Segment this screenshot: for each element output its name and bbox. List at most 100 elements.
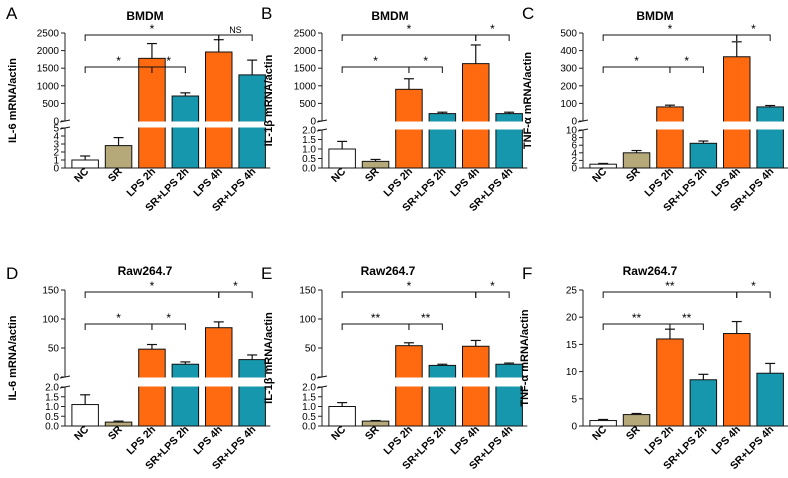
y-tick-label: 6 bbox=[571, 141, 577, 152]
y-tick-label: 100 bbox=[42, 315, 59, 326]
significance-label: * bbox=[373, 54, 378, 68]
significance-bracket bbox=[736, 34, 771, 41]
panel-letter: A bbox=[6, 4, 18, 23]
y-axis-label: TNF-α mRNA/actin bbox=[519, 309, 531, 406]
significance-label: * bbox=[407, 279, 412, 293]
significance-label: * bbox=[668, 22, 673, 36]
bar-lps-4h bbox=[205, 327, 233, 427]
bar-nc bbox=[328, 148, 356, 169]
y-tick-label: 3 bbox=[53, 140, 59, 151]
y-tick-label: 2500 bbox=[294, 29, 317, 40]
bar-sr-lps-4h bbox=[238, 74, 266, 169]
axis-break bbox=[316, 121, 530, 130]
y-tick-label: 0 bbox=[53, 164, 59, 175]
significance-bracket bbox=[408, 66, 443, 73]
y-tick-label: 0.0 bbox=[302, 164, 316, 175]
significance-bracket bbox=[218, 291, 253, 298]
axis-break bbox=[59, 121, 273, 128]
bar-sr-lps-4h bbox=[495, 363, 523, 427]
y-tick-label: 10 bbox=[566, 126, 578, 137]
significance-label: * bbox=[407, 22, 412, 36]
significance-label: * bbox=[490, 22, 495, 36]
y-tick-label: 2.0 bbox=[302, 383, 316, 394]
y-tick-label: 2.0 bbox=[302, 126, 316, 137]
panel-letter: F bbox=[522, 264, 532, 283]
y-tick-label: 1000 bbox=[294, 81, 317, 92]
y-tick-label: 4 bbox=[571, 148, 577, 159]
y-tick-label: 200 bbox=[560, 81, 577, 92]
panel-title: BMDM bbox=[636, 9, 673, 23]
bar-lps-4h bbox=[723, 56, 751, 169]
y-axis-label: IL-6 mRNA/actin bbox=[7, 58, 19, 143]
bar-sr-lps-2h bbox=[171, 363, 200, 427]
axis-break bbox=[577, 121, 788, 130]
significance-label: * bbox=[116, 54, 121, 68]
y-tick-label: 0 bbox=[53, 373, 59, 384]
significance-label: * bbox=[634, 54, 639, 68]
y-axis-label: IL-1β mRNA/actin bbox=[263, 54, 275, 146]
bar-sr bbox=[622, 414, 651, 427]
y-tick-label: 1000 bbox=[37, 81, 60, 92]
y-tick-label: 150 bbox=[42, 286, 59, 297]
break-mark bbox=[316, 385, 328, 389]
y-tick-label: 0.0 bbox=[302, 422, 316, 433]
bar-lps-4h bbox=[723, 333, 751, 427]
axis-break bbox=[59, 377, 273, 387]
y-tick-label: 1.0 bbox=[302, 402, 316, 413]
bar-sr bbox=[361, 160, 390, 169]
panel-letter: D bbox=[6, 264, 18, 283]
y-tick-label: 8 bbox=[571, 133, 577, 144]
break-mark bbox=[316, 119, 328, 123]
y-tick-label: 1.5 bbox=[45, 392, 59, 403]
panel-title: Raw264.7 bbox=[361, 264, 416, 278]
y-tick-label: 500 bbox=[42, 99, 59, 110]
break-mark bbox=[577, 119, 589, 123]
significance-label: * bbox=[150, 22, 155, 36]
significance-label: ** bbox=[682, 311, 692, 325]
bar-lps-2h bbox=[138, 57, 166, 169]
y-tick-label: 400 bbox=[560, 46, 577, 57]
panel-title: BMDM bbox=[126, 9, 163, 23]
y-tick-label: 0 bbox=[571, 422, 577, 433]
y-tick-label: 0 bbox=[571, 117, 577, 128]
panel-letter: E bbox=[261, 264, 272, 283]
y-tick-label: 100 bbox=[299, 315, 316, 326]
break-mark bbox=[59, 375, 71, 379]
y-tick-label: 50 bbox=[305, 344, 317, 355]
break-mark bbox=[316, 128, 328, 132]
bar-sr-lps-2h bbox=[428, 364, 457, 427]
y-tick-label: 0.5 bbox=[302, 154, 316, 165]
y-tick-label: 4 bbox=[53, 132, 59, 143]
y-tick-label: 0.0 bbox=[45, 422, 59, 433]
panel-title: Raw264.7 bbox=[118, 264, 173, 278]
y-axis-label: IL-6 mRNA/actin bbox=[7, 315, 19, 400]
bar-sr bbox=[104, 145, 133, 169]
significance-label: * bbox=[166, 54, 171, 68]
significance-label: * bbox=[233, 279, 238, 293]
y-tick-label: 1.0 bbox=[45, 402, 59, 413]
panel-letter: C bbox=[522, 4, 534, 23]
y-tick-label: 0 bbox=[571, 164, 577, 175]
bar-sr-lps-4h bbox=[756, 372, 784, 427]
break-mark bbox=[577, 128, 589, 132]
bar-sr bbox=[361, 420, 390, 427]
axis-break bbox=[316, 377, 530, 387]
significance-label: ** bbox=[421, 311, 431, 325]
bar-lps-2h bbox=[656, 106, 684, 169]
bar-lps-2h bbox=[138, 348, 166, 427]
y-tick-label: 0 bbox=[53, 117, 59, 128]
significance-bracket bbox=[475, 291, 510, 298]
y-tick-label: 10 bbox=[566, 367, 578, 378]
panel-b: B BMDM 0.00.51.01.52.00 500 1000 1500 2000 2500… bbox=[261, 4, 530, 214]
y-tick-label: 2 bbox=[571, 156, 577, 167]
significance-bracket bbox=[669, 323, 704, 330]
significance-label: * bbox=[423, 54, 428, 68]
y-tick-label: 2500 bbox=[37, 29, 60, 40]
y-tick-label: 2000 bbox=[37, 46, 60, 57]
bar-sr bbox=[622, 152, 651, 169]
bar-sr-lps-2h bbox=[689, 142, 718, 169]
y-tick-label: 100 bbox=[560, 99, 577, 110]
